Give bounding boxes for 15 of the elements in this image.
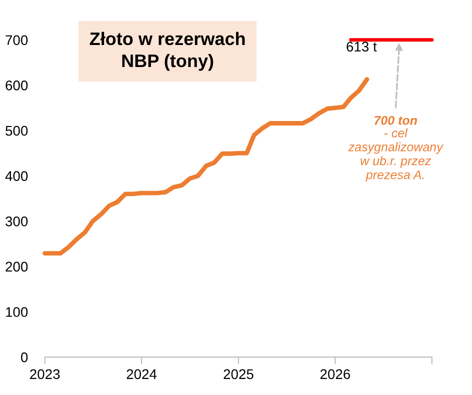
y-tick-label: 700 [6,35,28,46]
annotation: 613 t [346,42,377,52]
y-tick-label: 0 [20,352,28,362]
y-tick-label: 300 [6,216,28,226]
x-tick-label: 2023 [30,369,60,380]
y-tick-label: 600 [6,80,28,90]
annotation: 700 ton - cel zasygnalizowany w ub.r. przez prezesa A. [348,116,444,182]
x-tick-label: 2024 [126,369,157,380]
chart-title: Złoto w rezerwach NBP (tony) [90,32,245,71]
y-tick-label: 500 [6,126,28,136]
x-tick-label: 2025 [224,369,254,380]
x-tick-label: 2026 [320,369,350,380]
y-tick-label: 100 [6,307,28,317]
y-tick-label: 200 [6,262,28,272]
y-tick-label: 400 [5,171,28,181]
